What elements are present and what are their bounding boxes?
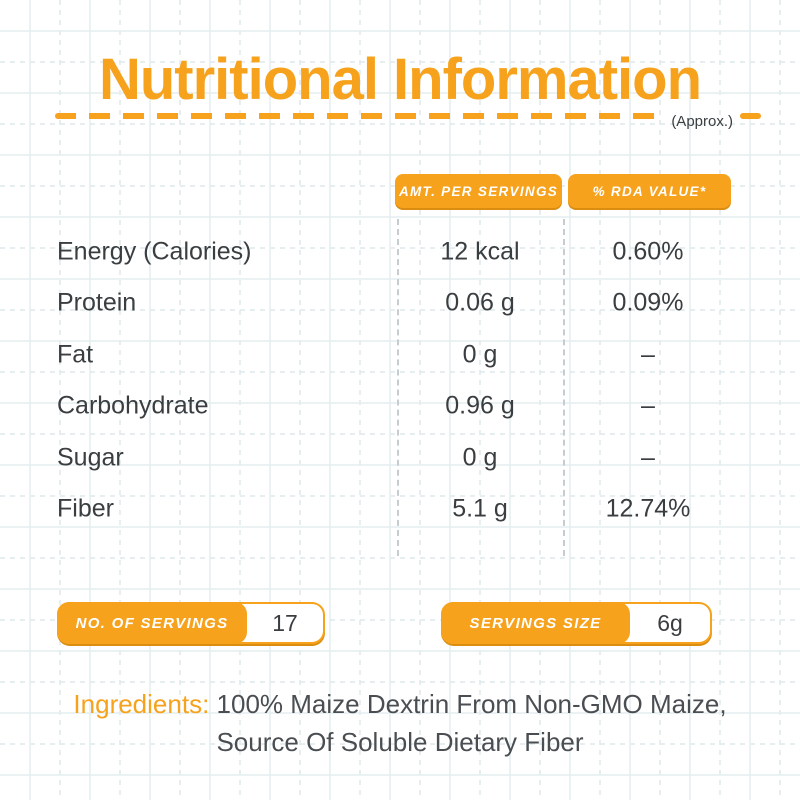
servings-count-label-pill: NO. OF SERVINGS xyxy=(57,602,247,644)
ingredients-text: Ingredients: 100% Maize Dextrin From Non… xyxy=(0,685,800,761)
nutrient-label: Carbohydrate xyxy=(57,391,209,420)
ingredients-line-1: Ingredients: 100% Maize Dextrin From Non… xyxy=(0,685,800,723)
serving-size-value: 6g xyxy=(657,609,683,636)
nutrient-label: Energy (Calories) xyxy=(57,237,252,266)
col-header-amt-label: AMT. PER SERVINGS xyxy=(398,183,559,199)
col-header-amt-per-servings: AMT. PER SERVINGS xyxy=(395,174,562,208)
nutrient-label: Fiber xyxy=(57,494,114,523)
col-header-rda-value: % RDA VALUE* xyxy=(568,174,731,208)
amount-value: 12 kcal xyxy=(440,237,520,266)
col-header-rda-label: % RDA VALUE* xyxy=(592,183,707,199)
servings-count-badge: NO. OF SERVINGS 17 xyxy=(57,602,325,644)
servings-count-label: NO. OF SERVINGS xyxy=(75,614,229,632)
rda-value: 0.09% xyxy=(612,288,684,317)
nutrient-label: Sugar xyxy=(57,443,124,472)
amount-value: 5.1 g xyxy=(452,494,508,523)
serving-size-label-pill: SERVINGS SIZE xyxy=(441,602,630,644)
rda-value: – xyxy=(641,391,655,420)
amount-value: 0 g xyxy=(462,443,498,472)
approx-note: (Approx.) xyxy=(671,112,733,130)
rda-value: – xyxy=(641,443,655,472)
table-row: Sugar 0 g – xyxy=(0,432,800,484)
page-title: Nutritional Information xyxy=(98,47,702,112)
serving-size-badge: SERVINGS SIZE 6g xyxy=(441,602,712,644)
amount-value: 0.06 g xyxy=(445,288,515,317)
rda-value: – xyxy=(641,340,655,369)
amount-value: 0 g xyxy=(462,340,498,369)
amount-value: 0.96 g xyxy=(445,391,515,420)
rda-value: 0.60% xyxy=(612,237,684,266)
ingredients-line-1-text: 100% Maize Dextrin From Non-GMO Maize, xyxy=(216,689,727,719)
table-row: Fiber 5.1 g 12.74% xyxy=(0,484,800,536)
underline-end-dash xyxy=(740,113,761,119)
table-row: Carbohydrate 0.96 g – xyxy=(0,381,800,433)
table-row: Fat 0 g – xyxy=(0,329,800,381)
column-separator-left xyxy=(397,219,399,556)
nutrient-label: Protein xyxy=(57,288,137,317)
title-underline: (Approx.) xyxy=(55,110,761,130)
underline-dashes xyxy=(55,113,665,119)
column-separator-right xyxy=(563,219,565,556)
table-row: Protein 0.06 g 0.09% xyxy=(0,278,800,330)
servings-count-value: 17 xyxy=(272,609,298,636)
ingredients-line-2: Source Of Soluble Dietary Fiber xyxy=(216,727,584,757)
nutrition-table: Energy (Calories) 12 kcal 0.60% Protein … xyxy=(0,226,800,535)
serving-size-label: SERVINGS SIZE xyxy=(469,614,602,632)
table-row: Energy (Calories) 12 kcal 0.60% xyxy=(0,226,800,278)
rda-value: 12.74% xyxy=(605,494,691,523)
ingredients-label: Ingredients: xyxy=(73,689,210,719)
nutrient-label: Fat xyxy=(57,340,94,369)
